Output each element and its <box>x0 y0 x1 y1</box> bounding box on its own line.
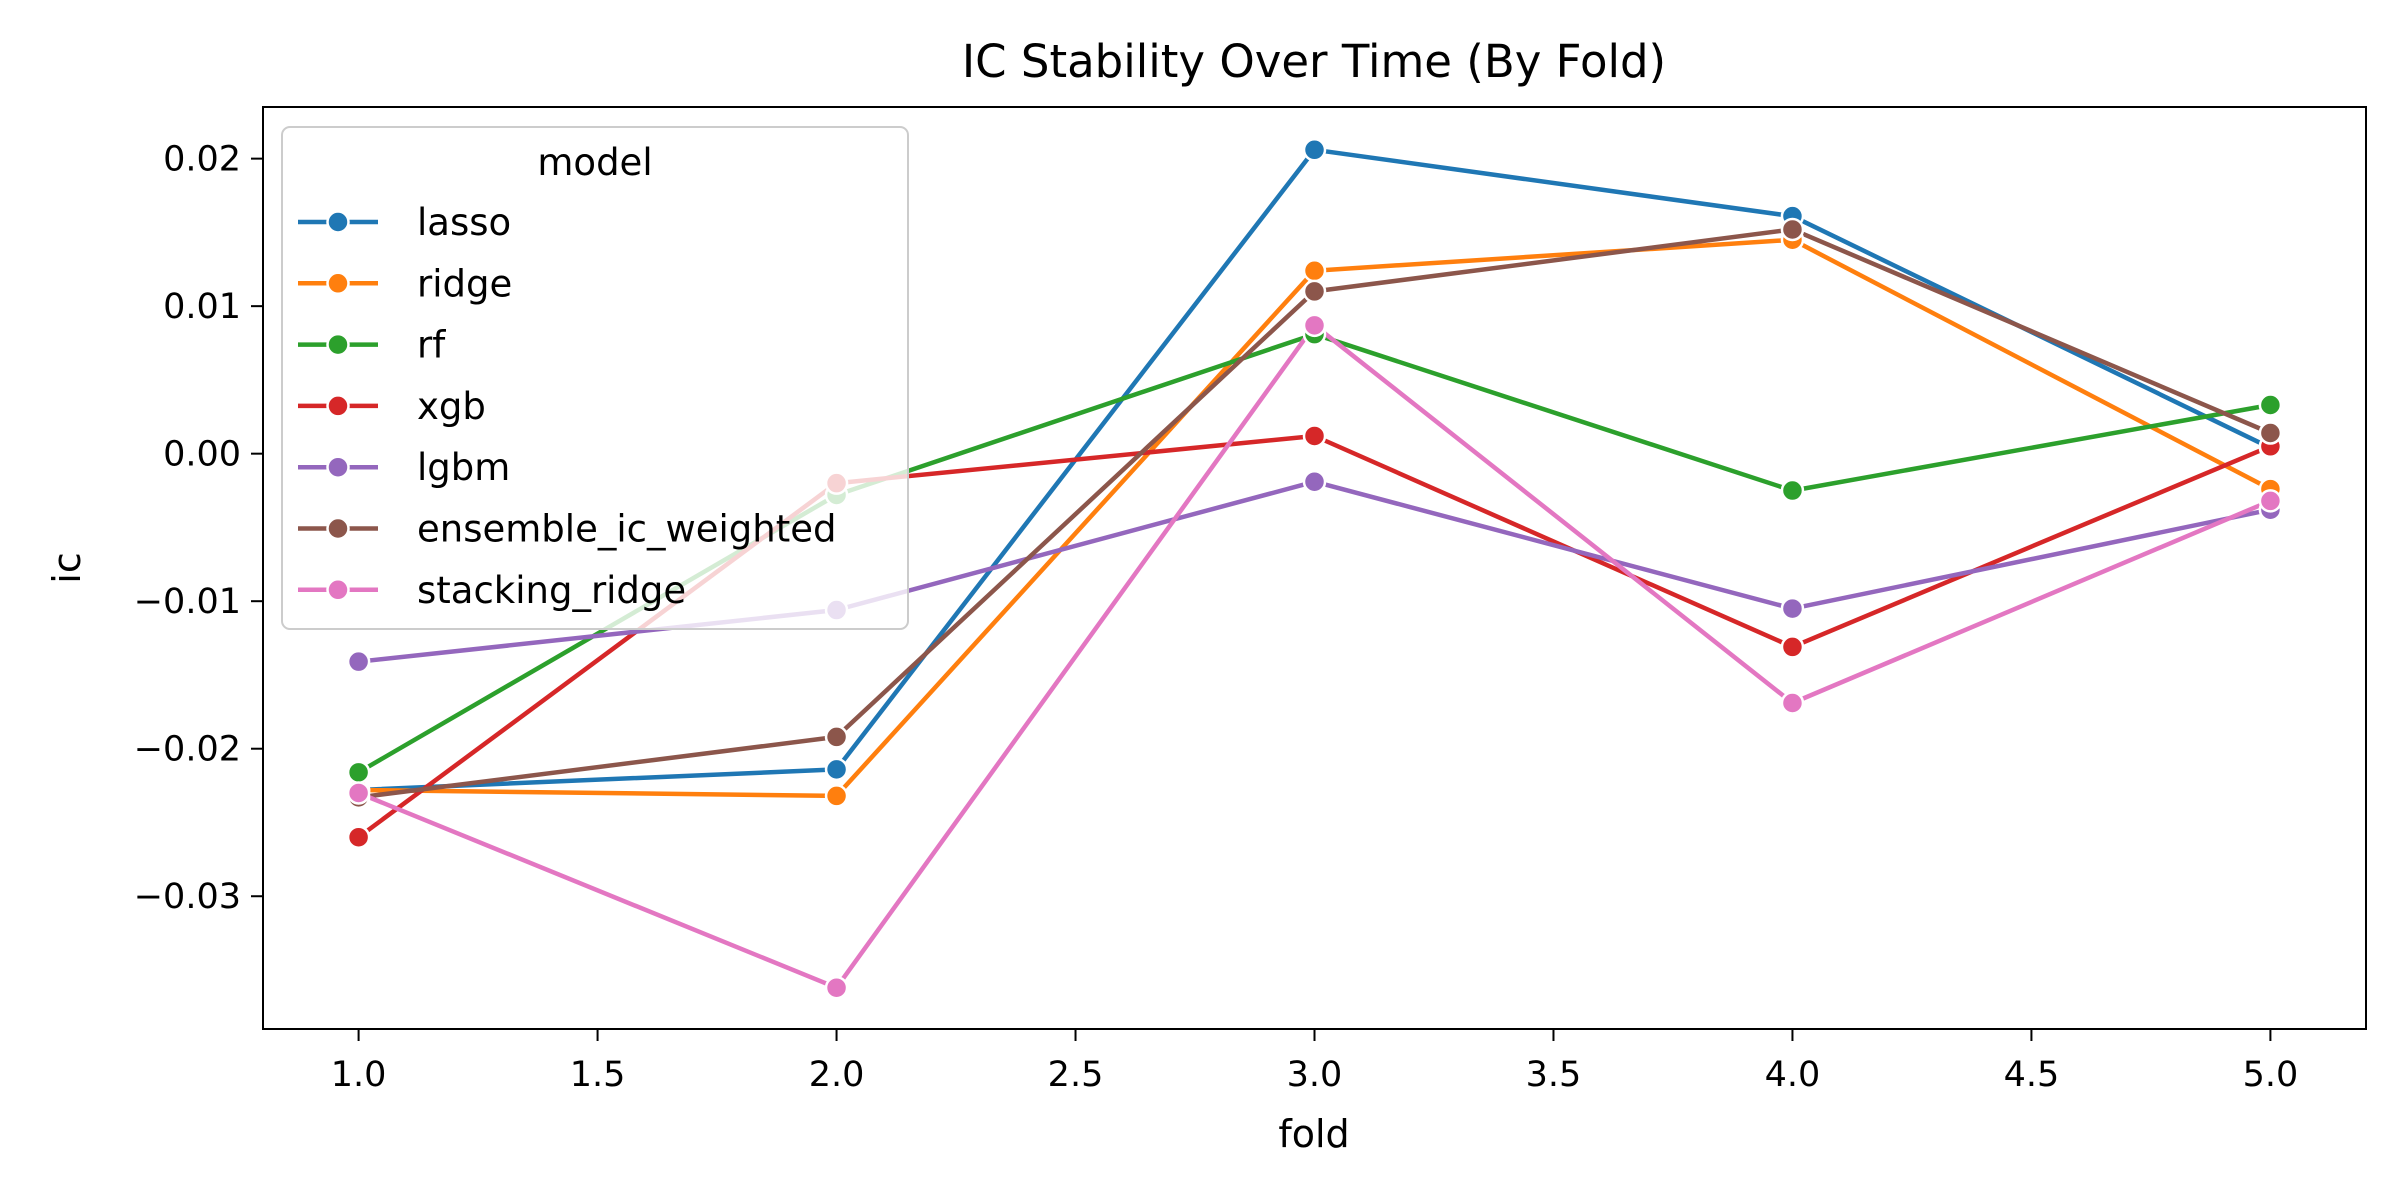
y-tick-label: −0.02 <box>134 730 241 770</box>
legend-marker-rf <box>326 332 350 357</box>
data-point-ridge <box>824 784 849 808</box>
legend-marker-ridge <box>326 271 350 296</box>
legend-marker-lasso <box>326 210 350 234</box>
data-point-xgb <box>1302 424 1327 448</box>
y-tick-label: −0.01 <box>134 582 241 622</box>
x-tick-label: 3.0 <box>1287 1055 1343 1095</box>
legend-label-lgbm: lgbm <box>417 446 510 489</box>
data-point-rf <box>1780 478 1805 503</box>
legend-label-rf: rf <box>417 324 446 367</box>
data-point-stacking_ridge <box>1302 313 1327 338</box>
x-tick-label: 2.5 <box>1048 1055 1104 1095</box>
data-point-lgbm <box>346 649 371 674</box>
data-point-ridge <box>1302 258 1327 283</box>
legend-label-lasso: lasso <box>417 201 511 244</box>
x-tick-label: 1.5 <box>570 1055 626 1095</box>
data-point-ensemble_ic_weighted <box>1302 279 1327 304</box>
data-point-lgbm <box>1302 469 1327 494</box>
y-axis: 0.02 0.01 0.00 −0.01 −0.02 −0.03 <box>134 140 263 917</box>
legend-label-stacking_ridge: stacking_ridge <box>417 569 686 612</box>
x-tick-label: 3.5 <box>1526 1055 1582 1095</box>
legend-title: model <box>537 141 652 184</box>
legend: model lasso ridge rf xgb lgbm ensemble_ic_wei… <box>281 126 909 630</box>
y-tick-label: 0.01 <box>163 287 241 327</box>
legend-marker-ensemble_ic_weighted <box>326 516 350 541</box>
data-point-stacking_ridge <box>2258 489 2283 513</box>
x-tick-label: 2.0 <box>809 1055 865 1095</box>
x-axis-label: fold <box>1278 1112 1349 1156</box>
legend-label-xgb: xgb <box>417 385 486 428</box>
x-axis: 1.0 1.5 2.0 2.5 3.0 3.5 4.0 4.5 5.0 <box>331 1029 2298 1095</box>
data-point-xgb <box>1780 635 1805 659</box>
data-point-stacking_ridge <box>346 781 371 805</box>
data-point-ensemble_ic_weighted <box>2258 421 2283 445</box>
legend-items: lasso ridge rf xgb lgbm ensemble_ic_weighteds… <box>298 201 836 612</box>
data-point-lasso <box>824 757 849 782</box>
data-point-stacking_ridge <box>824 975 849 1000</box>
x-tick-label: 4.0 <box>1765 1055 1821 1095</box>
x-tick-label: 5.0 <box>2243 1055 2299 1095</box>
legend-marker-lgbm <box>326 455 350 479</box>
legend-marker-xgb <box>326 394 350 418</box>
data-point-lgbm <box>1780 596 1805 621</box>
legend-box <box>281 126 909 630</box>
y-tick-label: −0.03 <box>134 877 241 917</box>
data-point-rf <box>2258 393 2283 417</box>
data-point-lasso <box>1302 138 1327 162</box>
y-axis-label: ic <box>45 552 89 583</box>
y-tick-label: 0.00 <box>163 435 241 475</box>
data-point-ensemble_ic_weighted <box>824 725 849 749</box>
data-point-stacking_ridge <box>1780 691 1805 715</box>
data-point-xgb <box>346 825 371 849</box>
legend-marker-stacking_ridge <box>326 578 350 602</box>
data-point-rf <box>346 760 371 785</box>
chart-title: IC Stability Over Time (By Fold) <box>962 35 1666 88</box>
legend-label-ridge: ridge <box>417 262 512 305</box>
x-tick-label: 1.0 <box>331 1055 387 1095</box>
data-point-ensemble_ic_weighted <box>1780 217 1805 242</box>
legend-label-ensemble_ic_weighted: ensemble_ic_weighted <box>417 508 836 551</box>
x-tick-label: 4.5 <box>2004 1055 2060 1095</box>
y-tick-label: 0.02 <box>163 140 241 180</box>
